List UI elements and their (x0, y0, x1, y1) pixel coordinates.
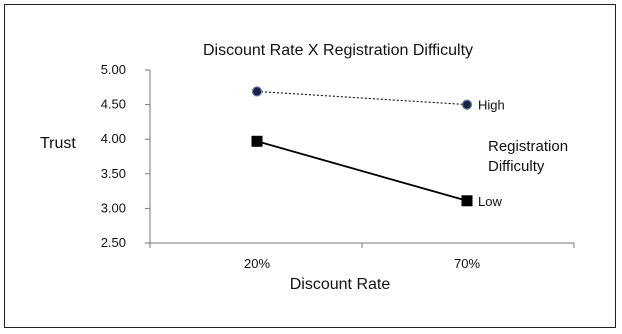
y-tick-label: 5.00 (101, 62, 126, 77)
chart-frame (4, 4, 616, 328)
x-axis-label: Discount Rate (290, 276, 391, 293)
series-high: High (251, 86, 505, 113)
data-point (461, 195, 473, 207)
data-point (251, 135, 263, 147)
x-tick-label: 20% (244, 256, 270, 271)
y-tick-label: 4.50 (101, 97, 126, 112)
ticks: 2.50 3.00 3.50 4.00 4.50 5.00 20% 70% (101, 62, 575, 271)
data-point (251, 86, 263, 97)
series-line (256, 140, 468, 202)
y-tick-label: 2.50 (101, 235, 126, 250)
series-label: High (478, 98, 505, 113)
x-tick-label: 70% (454, 256, 480, 271)
series-line (256, 90, 468, 106)
y-tick-label: 4.00 (101, 131, 126, 146)
y-tick-label: 3.50 (101, 166, 126, 181)
data-point (461, 99, 473, 110)
series-low: Low (251, 135, 502, 209)
y-tick-label: 3.00 (101, 200, 126, 215)
series-label: Low (478, 194, 502, 209)
series-layer: High Low (251, 86, 505, 209)
legend-title-line-2: Difficulty (488, 158, 545, 175)
legend-title-line-1: Registration (488, 138, 568, 155)
axes (149, 70, 574, 244)
chart-title: Discount Rate X Registration Difficulty (203, 42, 473, 59)
y-axis-label: Trust (40, 135, 76, 152)
